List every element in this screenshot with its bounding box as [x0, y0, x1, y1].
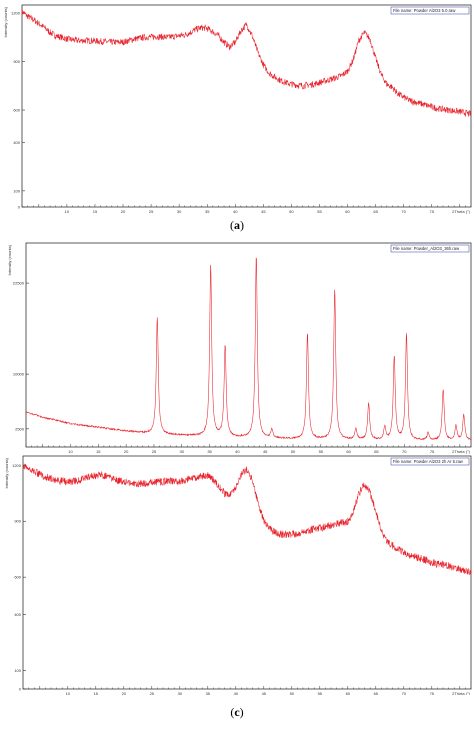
- plot-frame: [22, 455, 472, 690]
- x-tick-label: 30: [178, 691, 183, 695]
- x-tick-label: 15: [96, 449, 101, 454]
- y-tick-label: 0: [18, 205, 21, 210]
- panel-a: Intensity (counts) 0 100 400 600 900 1200 10 15 2…: [0, 0, 474, 236]
- x-tick-label: 25: [150, 691, 155, 695]
- x-tick-label: 20: [122, 691, 127, 695]
- legend: File name: Powder Al2O3 5.0.raw: [390, 6, 470, 15]
- panel-b: Intensity (counts) 2500 10000 22500 10 15 20 25…: [0, 238, 474, 480]
- chart-a: Intensity (counts) 0 100 400 600 900 1200 10 15 2…: [3, 4, 472, 214]
- x-tick-label: 65: [374, 449, 379, 454]
- y-tick-label: 600: [14, 575, 21, 580]
- y-tick-label: 10000: [13, 372, 25, 377]
- panel-c: Intensity (counts) 0 100 400 600 900 1200 10 15 2…: [0, 450, 474, 735]
- x-tick-label: 50: [291, 449, 296, 454]
- x-tick-label: 15: [94, 691, 99, 695]
- x-tick-label: 35: [205, 209, 210, 214]
- legend-entry: File name: Powder Al2O3 2h Ar 6.raw: [393, 459, 464, 464]
- x-axis-label: 2Theta (°): [452, 449, 470, 454]
- series-line: [22, 463, 472, 576]
- y-tick-label: 400: [13, 140, 20, 145]
- x-tick-label: 70: [401, 209, 406, 214]
- legend: File name: Powder Al2O3 2h Ar 6.raw: [390, 457, 470, 466]
- x-tick-label: 60: [346, 691, 351, 695]
- series-line: [25, 257, 472, 441]
- x-axis-label: 2Theta (°): [452, 691, 470, 695]
- series-line: [21, 8, 472, 118]
- y-tick-label: 900: [14, 519, 21, 524]
- x-tick-label: 70: [402, 691, 407, 695]
- x-tick-label: 30: [180, 449, 185, 454]
- y-tick-label: 400: [14, 612, 21, 617]
- x-tick-label: 55: [319, 449, 324, 454]
- x-tick-label: 70: [402, 449, 407, 454]
- x-tick-label: 20: [121, 209, 126, 214]
- y-axis-label: Intensity (counts): [4, 457, 9, 488]
- y-tick-label: 100: [14, 668, 21, 673]
- y-axis-label: Intensity (counts): [7, 244, 12, 275]
- x-tick-label: 45: [261, 209, 266, 214]
- legend: File name: Powder_Al2O3_36h.raw: [390, 244, 470, 253]
- x-tick-label: 25: [149, 209, 154, 214]
- x-tick-label: 75: [429, 209, 434, 214]
- x-tick-label: 40: [234, 691, 239, 695]
- caption-a: (a): [230, 218, 244, 232]
- x-axis-label: 2Theta (°): [452, 209, 470, 214]
- chart-b: Intensity (counts) 2500 10000 22500 10 15 20 25…: [7, 242, 472, 454]
- x-tick-label: 10: [68, 449, 73, 454]
- x-tick-label: 75: [430, 691, 435, 695]
- x-tick-label: 35: [206, 691, 211, 695]
- y-tick-label: 22500: [13, 281, 25, 286]
- x-tick-label: 45: [262, 691, 267, 695]
- x-tick-label: 60: [346, 449, 351, 454]
- x-tick-label: 15: [93, 209, 98, 214]
- x-tick-label: 55: [317, 209, 322, 214]
- x-tick-label: 55: [318, 691, 323, 695]
- y-tick-label: 600: [13, 108, 20, 113]
- x-tick-label: 75: [430, 449, 435, 454]
- y-tick-label: 1200: [11, 11, 21, 16]
- y-tick-label: 0: [19, 687, 22, 692]
- x-tick-label: 35: [207, 449, 212, 454]
- x-tick-label: 60: [345, 209, 350, 214]
- x-tick-label: 25: [152, 449, 157, 454]
- x-tick-label: 65: [374, 691, 379, 695]
- x-tick-label: 10: [65, 209, 70, 214]
- legend-entry: File name: Powder_Al2O3_36h.raw: [393, 246, 460, 251]
- y-axis-label: Intensity (counts): [3, 6, 8, 37]
- x-tick-label: 10: [66, 691, 71, 695]
- x-tick-label: 50: [290, 691, 295, 695]
- chart-c: Intensity (counts) 0 100 400 600 900 1200 10 15 2…: [4, 455, 472, 695]
- x-tick-label: 65: [373, 209, 378, 214]
- plot-frame: [21, 4, 472, 208]
- plot-frame: [25, 242, 472, 448]
- y-tick-label: 2500: [15, 426, 25, 431]
- caption-c: (c): [230, 705, 244, 719]
- x-tick-label: 30: [177, 209, 182, 214]
- y-tick-label: 100: [13, 188, 20, 193]
- x-tick-label: 50: [289, 209, 294, 214]
- x-tick-label: 40: [233, 209, 238, 214]
- x-tick-label: 40: [235, 449, 240, 454]
- legend-entry: File name: Powder Al2O3 5.0.raw: [393, 8, 456, 13]
- x-tick-label: 20: [124, 449, 129, 454]
- x-tick-label: 45: [263, 449, 268, 454]
- y-tick-label: 1200: [12, 463, 22, 468]
- y-tick-label: 900: [13, 59, 20, 64]
